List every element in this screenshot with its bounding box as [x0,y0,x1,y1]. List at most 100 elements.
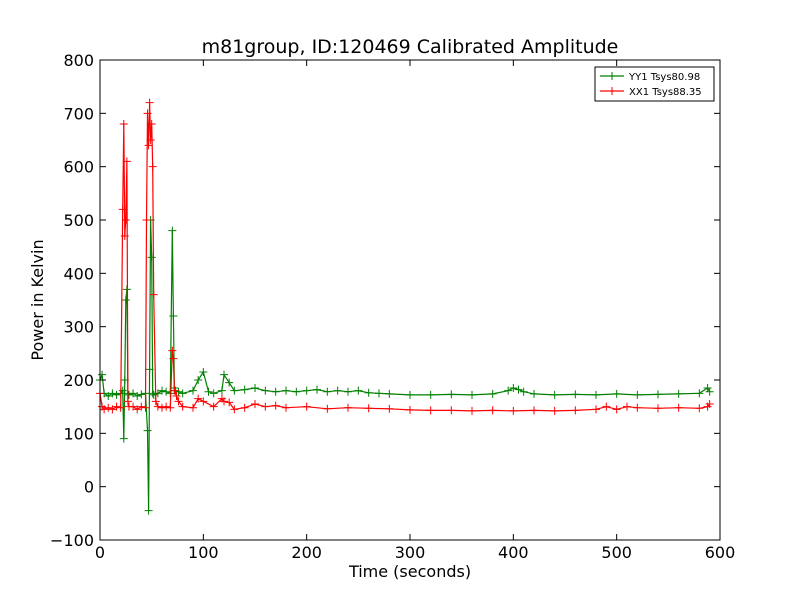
data-point [426,406,435,415]
data-point [488,406,497,415]
data-point [705,400,714,408]
data-point [119,434,128,443]
data-point [240,403,249,412]
data-point [169,312,178,320]
data-point [447,406,456,415]
y-tick-label: −100 [50,531,94,550]
data-point [174,397,183,406]
plot-area [96,98,714,515]
data-point [145,98,154,107]
data-point [271,387,280,396]
y-tick-label: 800 [63,51,94,70]
data-point [530,389,538,398]
y-tick-label: 500 [63,211,94,230]
data-point [313,385,321,394]
data-point [230,405,239,414]
data-point [108,389,117,398]
legend-marker [608,72,616,80]
legend-marker [608,87,616,95]
data-point [147,253,156,262]
data-point [112,402,121,411]
data-point [137,402,146,411]
data-point [122,157,131,166]
data-point [209,402,218,411]
data-point [633,390,642,399]
data-point [145,365,154,374]
data-point [141,403,150,412]
data-point [129,402,138,411]
data-point [447,390,456,399]
data-point [612,389,621,398]
data-point [468,390,476,399]
data-point [104,403,113,412]
data-point [364,388,373,397]
y-axis: −100 0 100 200 300 400 500 600 700 800 [50,51,720,550]
data-point [592,390,600,399]
data-point [217,386,226,395]
data-point [153,402,162,411]
data-point [703,384,712,392]
data-point [302,402,311,411]
data-point [209,389,218,398]
data-point [344,387,352,396]
data-point [158,386,166,395]
data-point [220,370,228,379]
data-point [121,296,130,304]
data-point [143,426,152,435]
data-point [129,389,138,398]
data-point [166,403,175,412]
legend-label: YY1 Tsys80.98 [628,72,700,83]
data-point [354,386,363,395]
data-point [344,403,352,412]
y-tick-label: 600 [63,158,94,177]
data-point [170,386,179,395]
y-axis-label: Power in Kelvin [28,239,47,360]
data-point [509,406,518,415]
data-point [194,376,203,384]
y-tick-label: 0 [84,478,94,497]
data-point [146,136,155,144]
chart-title: m81group, ID:120469 Calibrated Amplitude [202,36,619,58]
data-point [654,390,662,399]
data-point [144,506,153,515]
data-point [162,402,171,411]
data-point [158,403,166,412]
data-point [116,403,125,412]
data-point [194,394,203,403]
data-point [199,397,208,406]
data-point [385,404,394,413]
data-point [323,387,332,396]
data-point [133,392,142,400]
y-tick-label: 200 [63,371,94,390]
data-point [406,405,414,414]
data-point [302,386,311,395]
data-point [674,403,683,412]
data-point [705,387,714,396]
data-point [133,405,142,414]
data-point [519,387,528,396]
legend-item-2: XX1 Tsys88.35 [600,87,702,98]
data-point [240,385,249,394]
data-point [189,403,197,412]
y-tick-label: 100 [63,424,94,443]
data-point [504,386,513,395]
data-point [178,389,187,398]
legend: YY1 Tsys80.98 XX1 Tsys88.35 [594,66,715,102]
data-point [514,385,523,394]
data-point [204,387,213,396]
data-point [364,404,373,413]
data-point [168,346,177,355]
y-tick-label: 700 [63,104,94,123]
x-tick-label: 600 [705,543,736,562]
data-point [592,405,600,414]
legend-box [594,66,715,102]
data-point [149,290,158,299]
legend-label: XX1 Tsys88.35 [629,87,702,98]
data-point [571,406,580,415]
series-2 [96,98,714,415]
data-point [695,404,704,413]
data-point [149,390,158,399]
y-tick-label: 300 [63,318,94,337]
data-point [142,216,151,224]
